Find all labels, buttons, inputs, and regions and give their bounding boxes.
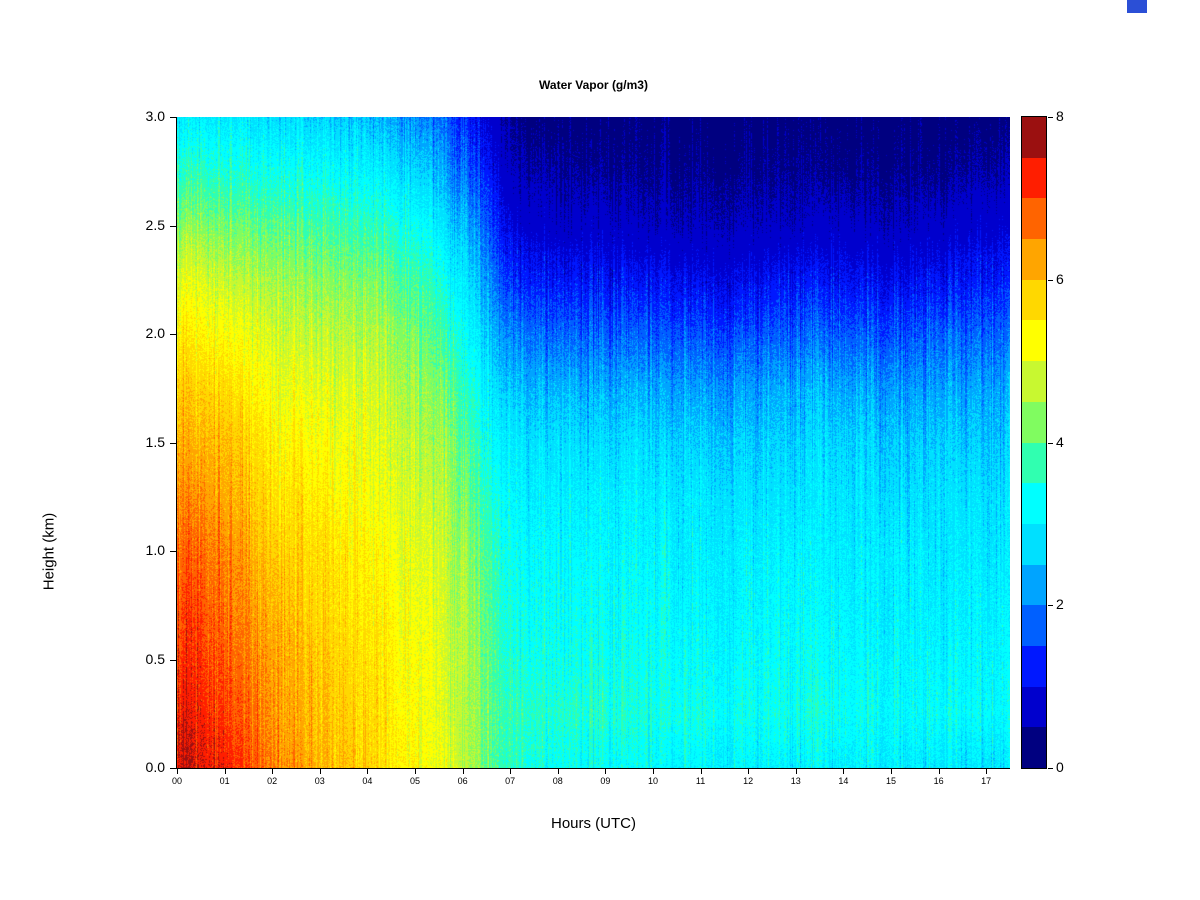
x-tick-label: 01 [219, 776, 230, 786]
colorbar-band [1022, 279, 1046, 321]
y-tick-mark [170, 442, 176, 444]
y-tick-mark [170, 659, 176, 661]
x-axis-label: Hours (UTC) [551, 815, 636, 832]
x-tick-mark [843, 769, 845, 774]
x-tick-label: 10 [647, 776, 659, 786]
x-tick-mark [367, 769, 369, 774]
colorbar-band [1022, 401, 1046, 443]
y-tick-label: 2.5 [145, 216, 165, 233]
chart-title: Water Vapor (g/m3) [539, 78, 648, 92]
x-tick-mark [319, 769, 321, 774]
y-axis-label: Height (km) [40, 512, 58, 591]
x-tick-mark [700, 769, 702, 774]
y-tick-label: 0.5 [145, 650, 165, 667]
x-axis-line [176, 768, 1010, 769]
colorbar-tick-label: 4 [1056, 433, 1064, 450]
colorbar-band [1022, 157, 1046, 199]
colorbar-tick-mark [1048, 442, 1053, 444]
colorbar-band [1022, 442, 1046, 484]
colorbar-band [1022, 483, 1046, 524]
x-tick-label: 14 [838, 776, 849, 786]
x-tick-label: 06 [457, 776, 468, 786]
x-tick-label: 13 [790, 776, 801, 786]
colorbar-band [1022, 645, 1046, 687]
x-tick-label: 04 [362, 776, 373, 786]
y-tick-label: 1.5 [145, 433, 165, 450]
y-tick-mark [170, 117, 176, 118]
y-tick-label: 0.0 [145, 759, 165, 775]
x-tick-mark [462, 769, 464, 774]
y-tick-mark [170, 551, 176, 552]
x-tick-mark [986, 769, 988, 774]
x-tick-label: 15 [885, 776, 897, 786]
y-tick-mark [170, 225, 176, 227]
colorbar-band [1022, 727, 1046, 768]
colorbar-tick-label: 8 [1056, 108, 1064, 124]
x-tick-mark [891, 769, 892, 774]
x-tick-mark [510, 769, 512, 774]
x-tick-mark [653, 769, 654, 774]
x-tick-label: 02 [267, 776, 278, 786]
x-tick-mark [795, 769, 797, 774]
colorbar-tick-label: 0 [1056, 759, 1064, 775]
y-tick-mark [170, 768, 176, 769]
colorbar-band [1022, 198, 1046, 240]
colorbar-band [1022, 605, 1046, 646]
x-tick-label: 09 [600, 776, 611, 786]
y-tick-label: 3.0 [145, 108, 165, 124]
colorbar-band [1022, 564, 1046, 606]
y-tick-label: 2.0 [145, 325, 165, 341]
x-tick-label: 05 [409, 776, 421, 786]
x-tick-label: 11 [695, 776, 706, 786]
x-tick-mark [557, 769, 559, 774]
colorbar-tick-mark [1048, 117, 1053, 118]
colorbar-tick-label: 2 [1056, 596, 1064, 613]
colorbar-band [1022, 361, 1046, 402]
x-tick-label: 12 [743, 776, 754, 786]
x-tick-mark [748, 769, 750, 774]
colorbar-band [1022, 320, 1046, 362]
y-axis-line [176, 117, 177, 769]
x-tick-label: 16 [933, 776, 944, 786]
x-tick-mark [938, 769, 940, 774]
heatmap-canvas [177, 117, 1010, 768]
top-right-blue-artifact [1127, 0, 1147, 13]
x-tick-label: 00 [171, 776, 183, 786]
colorbar [1021, 116, 1047, 769]
x-tick-label: 17 [981, 776, 992, 786]
x-tick-label: 08 [552, 776, 563, 786]
colorbar-tick-mark [1048, 279, 1053, 281]
colorbar-tick-mark [1048, 768, 1053, 769]
x-tick-mark [224, 769, 226, 774]
x-tick-mark [177, 769, 178, 774]
y-tick-label: 1.0 [145, 542, 165, 558]
y-tick-mark [170, 334, 176, 335]
x-tick-mark [415, 769, 416, 774]
x-tick-label: 07 [505, 776, 516, 786]
x-tick-label: 03 [314, 776, 325, 786]
colorbar-tick-label: 6 [1056, 270, 1064, 287]
x-tick-mark [272, 769, 274, 774]
colorbar-tick-mark [1048, 605, 1053, 607]
colorbar-band [1022, 686, 1046, 728]
x-tick-mark [605, 769, 607, 774]
colorbar-band [1022, 239, 1046, 280]
colorbar-band [1022, 117, 1046, 158]
colorbar-band [1022, 523, 1046, 565]
